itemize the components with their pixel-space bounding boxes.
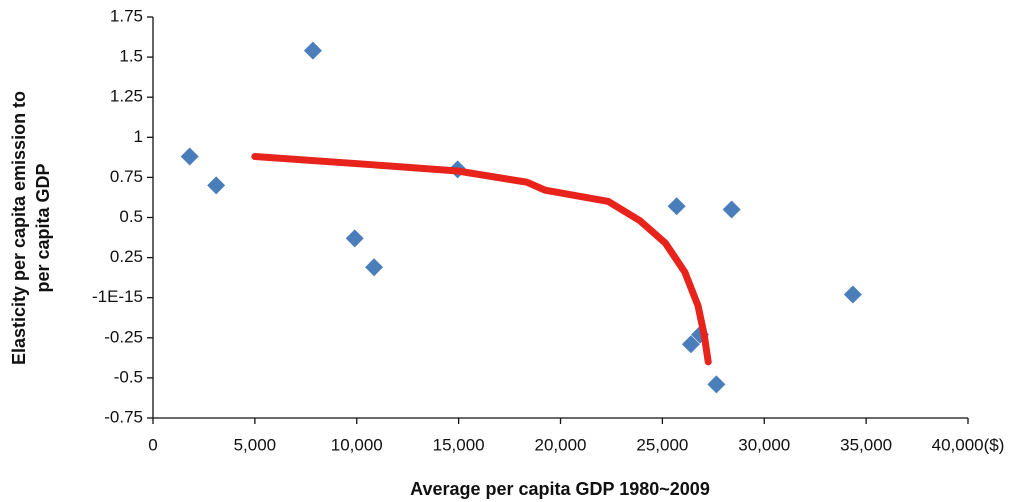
y-tick-label: -0.75	[104, 407, 143, 426]
x-tick-label: 10,000	[331, 435, 383, 454]
y-axis-title: per capita GDP	[33, 163, 53, 292]
x-tick-label: 20,000	[535, 435, 587, 454]
data-point	[707, 375, 726, 394]
data-point	[365, 258, 384, 277]
x-tick-label: 0	[148, 435, 157, 454]
y-tick-label: 0.25	[110, 247, 143, 266]
y-tick-label: -0.5	[114, 367, 143, 386]
y-tick-label: 1	[134, 127, 143, 146]
x-axis-title: Average per capita GDP 1980~2009	[410, 479, 710, 499]
data-point	[207, 176, 226, 195]
x-tick-label: 15,000	[433, 435, 485, 454]
x-tick-label: 35,000	[840, 435, 892, 454]
data-point	[667, 197, 686, 216]
y-tick-label: 1.5	[119, 47, 143, 66]
data-point	[681, 335, 700, 354]
data-point	[722, 200, 741, 219]
y-tick-label: 0.5	[119, 207, 143, 226]
x-tick-label: 30,000	[738, 435, 790, 454]
data-point	[345, 229, 364, 248]
x-tick-label: 5,000	[234, 435, 277, 454]
y-tick-label: 0.75	[110, 167, 143, 186]
fit-curve	[251, 153, 712, 366]
y-tick-label: -1E-15	[92, 287, 143, 306]
data-point	[180, 147, 199, 166]
x-tick-label: 40,000($)	[932, 435, 1005, 454]
x-tick-label: 25,000	[636, 435, 688, 454]
y-tick-label: 1.75	[110, 6, 143, 25]
y-tick-label: 1.25	[110, 87, 143, 106]
data-point	[843, 285, 862, 304]
y-tick-label: -0.25	[104, 327, 143, 346]
y-axis-title: Elasticity per capita emission to	[9, 91, 29, 365]
data-point	[303, 41, 322, 60]
